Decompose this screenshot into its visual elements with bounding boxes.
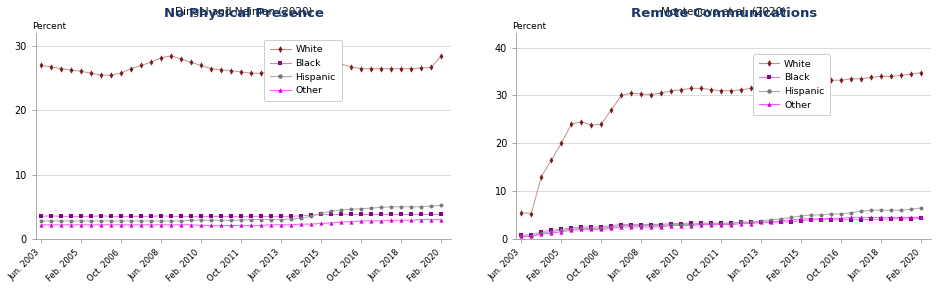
Title: No Physical Presence: No Physical Presence	[164, 7, 323, 20]
Legend: White, Black, Hispanic, Other: White, Black, Hispanic, Other	[753, 54, 829, 115]
Text: Percent: Percent	[32, 22, 66, 31]
Text: Dingel and Neiman (2020): Dingel and Neiman (2020)	[175, 7, 312, 17]
Title: Remote Communications: Remote Communications	[630, 7, 816, 20]
Text: Percent: Percent	[512, 22, 546, 31]
Legend: White, Black, Hispanic, Other: White, Black, Hispanic, Other	[264, 40, 341, 101]
Text: Montenovo et al. (2020): Montenovo et al. (2020)	[661, 7, 785, 17]
